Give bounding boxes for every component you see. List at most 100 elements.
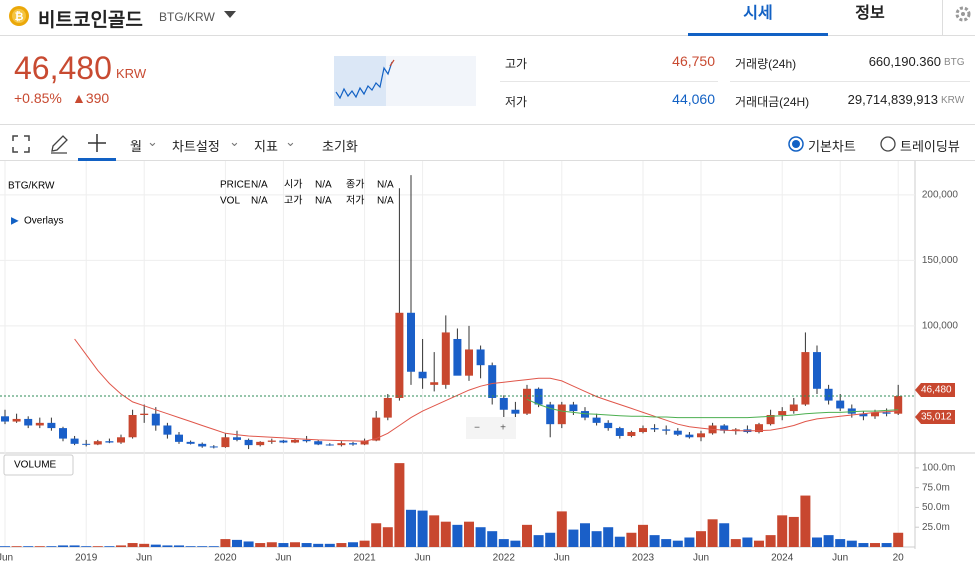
indicators[interactable]: 지표 [254, 139, 278, 154]
candle-body [720, 425, 729, 431]
volume-bar [417, 510, 428, 547]
candle-body [430, 382, 439, 385]
candle-body [685, 434, 694, 438]
change: ▲390 [72, 90, 110, 106]
price-tag [915, 383, 955, 398]
sparkline [334, 56, 476, 106]
candle-body [499, 397, 508, 410]
tab-active[interactable]: 시세 [688, 0, 828, 36]
symbol: BTG/KRW [8, 181, 55, 192]
volume-bar [800, 495, 811, 547]
draw-button[interactable] [49, 134, 69, 154]
x-tick-label: Jun [275, 553, 291, 564]
candle-body [233, 437, 241, 440]
volume-bar [545, 532, 556, 547]
candle-body [24, 418, 33, 426]
candle-body [534, 388, 543, 405]
candle-body [418, 371, 427, 379]
volume-bar [870, 543, 880, 547]
info-value: N/A [377, 196, 394, 207]
volume-bar [301, 543, 312, 547]
price-tag [915, 410, 955, 425]
volume-bar [556, 511, 567, 547]
zoom-in[interactable]: + [500, 423, 506, 434]
coin-icon: ₿ [9, 6, 29, 26]
candle-body [175, 434, 183, 442]
dropdown[interactable] [223, 10, 237, 20]
y-tick-label: 100,000 [922, 321, 959, 332]
plot [0, 175, 904, 547]
info-value: N/A [251, 196, 268, 207]
volume-bar [638, 524, 648, 547]
volume-bar [34, 546, 45, 547]
candle-body [117, 437, 125, 443]
info-value: N/A [251, 180, 268, 191]
volume-bar [835, 539, 846, 547]
settings-button[interactable] [942, 0, 975, 35]
caret: ⌄ [285, 134, 296, 149]
candle-body [198, 443, 207, 447]
candle-body [755, 424, 763, 433]
candle-body [395, 312, 404, 398]
x-tick-label: 2022 [493, 553, 516, 564]
zoom-out[interactable]: − [474, 423, 480, 434]
ma-line [526, 398, 899, 419]
volume-bar [127, 543, 138, 547]
volume-bar [220, 539, 231, 547]
x-tick-label: 2020 [214, 553, 237, 564]
candle-body [488, 365, 497, 398]
volume-bar [730, 539, 741, 547]
price-unit: KRW [116, 66, 147, 81]
volume-bar [475, 527, 486, 547]
info-label: 종가 [346, 179, 364, 191]
volume-bar [208, 546, 219, 547]
stat-unit: KRW [941, 95, 965, 106]
radio-checked[interactable] [788, 136, 804, 152]
volume-bar [359, 540, 370, 547]
volume-bar [742, 537, 753, 547]
volume-bar [150, 544, 161, 547]
volume-bar [0, 546, 10, 547]
volume-bar [185, 546, 196, 547]
volume-bar [672, 540, 683, 547]
radio[interactable] [880, 136, 896, 152]
candle-body [673, 430, 682, 435]
candle-body [441, 332, 450, 385]
chart-settings[interactable]: 차트설정 [172, 139, 220, 154]
volume-bar [591, 531, 602, 547]
candle-body [523, 388, 531, 414]
info-value: N/A [315, 196, 332, 207]
interval[interactable]: 월 [130, 139, 142, 154]
candle-body [105, 441, 114, 443]
overlays[interactable]: Overlays [24, 216, 63, 227]
candle-body [372, 417, 381, 441]
volume-bar [278, 543, 289, 547]
candle-body [337, 443, 346, 446]
volume-bar [661, 539, 672, 547]
x-tick-label: Jun [554, 553, 570, 564]
y-tick-label: 200,000 [922, 189, 959, 200]
volume-bar [406, 509, 416, 547]
volume-bar [614, 536, 625, 547]
volume-bar [232, 539, 242, 547]
crosshair-button[interactable] [78, 126, 116, 161]
volume-bar [881, 543, 892, 547]
candle-body [186, 441, 195, 444]
volume-bar [603, 527, 614, 547]
fullscreen-button[interactable] [12, 135, 30, 153]
candle-body [813, 352, 821, 389]
tab[interactable]: 정보 [855, 5, 885, 22]
volume-bar [684, 537, 695, 547]
volume-bar [510, 540, 521, 547]
volume-bar [522, 524, 532, 547]
candle-body [627, 432, 636, 436]
volume-bar [626, 532, 637, 547]
candle-body [511, 409, 520, 414]
volume-bar [696, 531, 706, 547]
x-tick-label: Jun [415, 553, 431, 564]
stat-value: 44,060 [672, 91, 715, 107]
candle-body [256, 441, 265, 446]
volume-button[interactable] [3, 454, 74, 476]
volume-bar [69, 545, 80, 547]
reset[interactable]: 초기화 [322, 139, 358, 154]
